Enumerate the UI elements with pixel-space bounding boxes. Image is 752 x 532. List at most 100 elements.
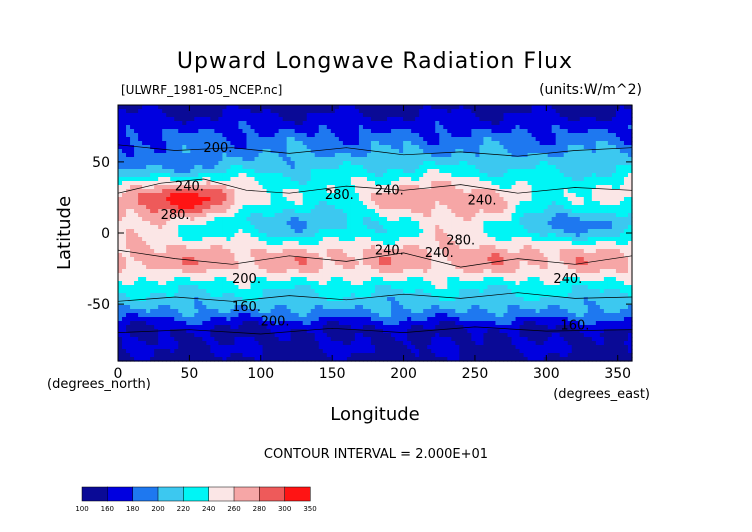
field-cell — [234, 125, 240, 130]
field-cell — [370, 201, 376, 206]
field-cell — [499, 209, 505, 214]
field-cell — [491, 185, 497, 190]
field-cell — [567, 257, 573, 262]
field-cell — [419, 181, 424, 186]
field-cell — [274, 201, 280, 206]
field-cell — [619, 129, 625, 134]
field-cell — [531, 193, 537, 198]
field-cell — [467, 161, 472, 166]
field-cell — [503, 185, 509, 190]
field-cell — [511, 209, 517, 214]
field-cell — [623, 249, 629, 254]
field-cell — [391, 153, 396, 158]
field-cell — [479, 241, 485, 246]
field-cell — [427, 225, 432, 230]
field-cell — [551, 181, 557, 186]
field-cell — [270, 173, 276, 178]
field-cell — [567, 209, 573, 214]
field-cell — [306, 133, 312, 138]
field-cell — [302, 237, 308, 242]
field-cell — [306, 205, 312, 210]
field-cell — [627, 173, 633, 178]
field-cell — [495, 165, 501, 170]
field-cell — [555, 141, 561, 146]
field-cell — [595, 109, 601, 114]
field-cell — [154, 153, 159, 158]
field-cell — [266, 253, 272, 258]
field-cell — [543, 205, 549, 210]
field-cell — [146, 109, 151, 114]
field-cell — [334, 169, 340, 174]
field-cell — [294, 121, 300, 126]
field-cell — [342, 121, 348, 126]
field-cell — [423, 241, 428, 246]
field-cell — [154, 209, 159, 214]
field-cell — [358, 229, 364, 234]
field-cell — [539, 157, 545, 162]
field-cell — [298, 257, 304, 262]
field-cell — [278, 105, 284, 110]
field-cell — [487, 125, 493, 130]
field-cell — [154, 109, 159, 114]
field-cell — [246, 153, 252, 158]
field-cell — [491, 149, 497, 154]
field-cell — [499, 237, 505, 242]
field-cell — [571, 217, 577, 222]
field-cell — [419, 121, 424, 126]
field-cell — [559, 205, 565, 210]
field-cell — [555, 221, 561, 226]
field-cell — [366, 245, 372, 250]
field-cell — [238, 141, 244, 146]
field-cell — [439, 229, 444, 234]
field-cell — [415, 169, 420, 174]
field-cell — [611, 245, 617, 250]
field-cell — [391, 117, 396, 122]
field-cell — [567, 165, 573, 170]
field-cell — [322, 161, 328, 166]
field-cell — [158, 169, 163, 174]
field-cell — [479, 129, 485, 134]
field-cell — [535, 217, 541, 222]
field-cell — [158, 205, 163, 210]
field-cell — [334, 193, 340, 198]
field-cell — [370, 197, 376, 202]
field-cell — [419, 117, 424, 122]
field-cell — [447, 193, 452, 198]
field-cell — [503, 105, 509, 110]
field-cell — [563, 121, 569, 126]
field-cell — [318, 217, 324, 222]
field-cell — [178, 229, 183, 234]
field-cell — [362, 173, 368, 178]
field-cell — [226, 201, 232, 206]
field-cell — [451, 153, 456, 158]
field-cell — [523, 185, 529, 190]
field-cell — [595, 161, 601, 166]
field-cell — [334, 225, 340, 230]
field-cell — [326, 193, 332, 198]
field-cell — [230, 257, 236, 262]
field-cell — [194, 121, 199, 126]
field-cell — [627, 137, 633, 142]
field-cell — [531, 257, 537, 262]
field-cell — [274, 105, 280, 110]
field-cell — [415, 133, 420, 138]
field-cell — [447, 221, 452, 226]
field-cell — [330, 137, 336, 142]
field-cell — [595, 165, 601, 170]
field-cell — [555, 137, 561, 142]
field-cell — [250, 169, 256, 174]
field-cell — [571, 165, 577, 170]
field-cell — [234, 225, 240, 230]
field-cell — [555, 181, 561, 186]
field-cell — [395, 121, 400, 126]
field-cell — [266, 133, 272, 138]
field-cell — [314, 121, 320, 126]
field-cell — [611, 173, 617, 178]
field-cell — [302, 157, 308, 162]
field-cell — [451, 197, 456, 202]
field-cell — [607, 193, 613, 198]
field-cell — [471, 213, 476, 218]
field-cell — [162, 241, 167, 246]
field-cell — [194, 185, 199, 190]
field-cell — [615, 193, 621, 198]
